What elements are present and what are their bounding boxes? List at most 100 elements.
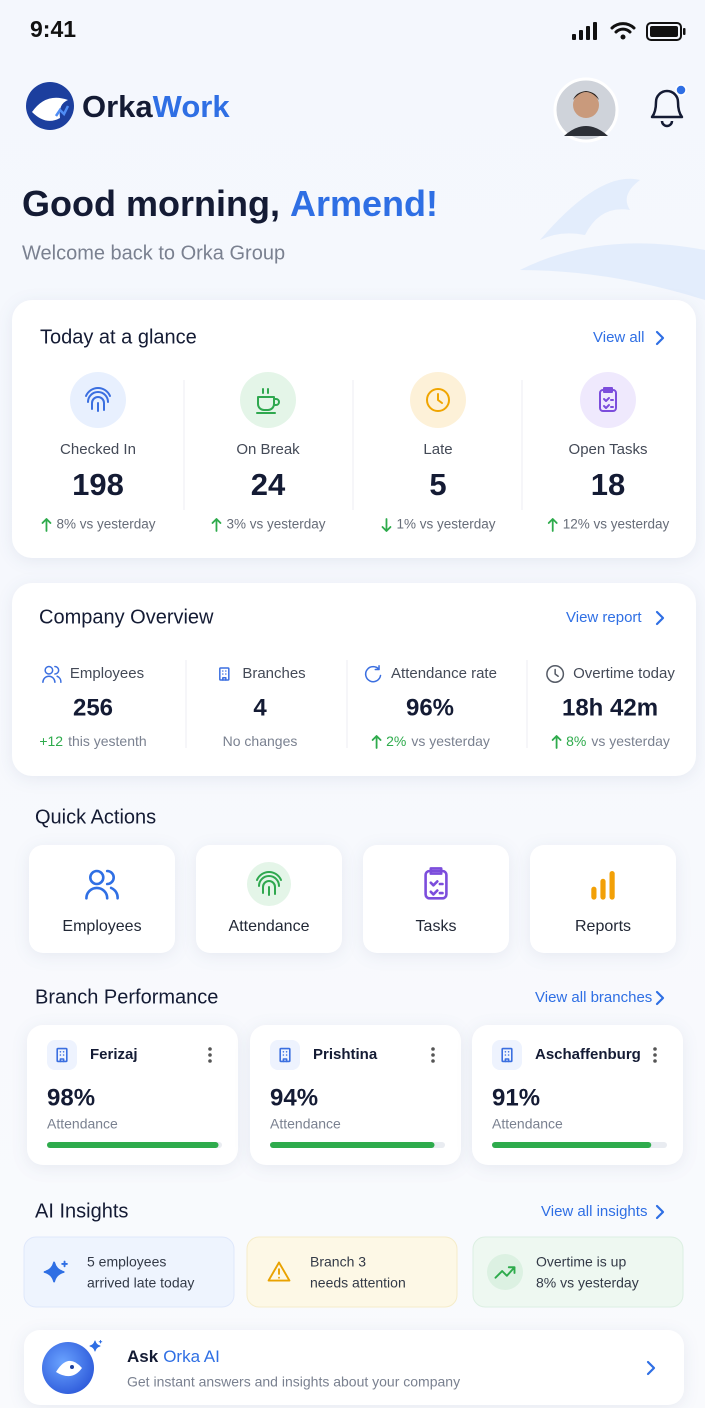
icon-stroke	[85, 869, 119, 900]
view-branches-link[interactable]: View all branches	[535, 989, 652, 1006]
stat-change: 3% vs yesterday	[226, 517, 325, 532]
stat-icon-bg	[240, 372, 296, 428]
menu-dot	[653, 1059, 657, 1063]
menu-dot	[653, 1053, 657, 1057]
icon-stroke	[282, 1050, 288, 1063]
branch-card[interactable]	[27, 1025, 238, 1165]
icon-stroke	[424, 869, 448, 900]
icon-stroke	[85, 387, 111, 412]
icon	[267, 1261, 291, 1282]
branch-percent: 94%	[270, 1084, 318, 1111]
overview-change: 2%	[386, 733, 406, 749]
icon-stroke	[256, 871, 282, 896]
icon-stroke	[437, 393, 443, 404]
icon	[364, 665, 382, 683]
menu-dot	[431, 1059, 435, 1063]
quick-action-label: Employees	[62, 918, 141, 935]
overview-note-text: No changes	[223, 733, 298, 749]
notification-bell[interactable]	[650, 84, 687, 128]
subtitle: Welcome back to Orka Group	[22, 242, 285, 264]
avatar[interactable]	[553, 77, 619, 143]
arrow-up	[547, 518, 558, 532]
insight-text: 5 employees	[87, 1254, 166, 1270]
ask-ai-card[interactable]	[24, 1330, 684, 1405]
icon	[85, 387, 111, 412]
icon-stroke	[59, 1050, 65, 1063]
icon-stroke	[603, 387, 614, 409]
icon-stroke	[599, 389, 617, 412]
section-title: Branch Performance	[35, 986, 218, 1008]
overview-change: +12	[39, 733, 63, 749]
menu-dot	[431, 1047, 435, 1051]
overview-note-text: vs yesterday	[591, 733, 670, 749]
icon-stroke	[364, 665, 382, 683]
icon-stroke	[429, 867, 444, 896]
branch-metric: Attendance	[47, 1116, 118, 1132]
menu-dot	[208, 1053, 212, 1057]
view-all-link[interactable]: View all	[593, 329, 644, 346]
insight-card[interactable]	[23, 1236, 235, 1308]
insight-card[interactable]	[472, 1236, 684, 1308]
chevron	[655, 990, 665, 1006]
branch-metric: Attendance	[492, 1116, 563, 1132]
ai-eye	[70, 1365, 74, 1369]
insight-card[interactable]	[246, 1236, 458, 1308]
chevron	[655, 610, 665, 626]
overview-label: Branches	[242, 665, 305, 682]
branch-card[interactable]	[472, 1025, 683, 1165]
icon-stroke	[89, 1340, 103, 1352]
overview-note-text: vs yesterday	[411, 733, 490, 749]
ai-face	[56, 1360, 82, 1377]
chevron	[646, 1360, 656, 1376]
icon	[501, 1047, 513, 1063]
icon	[256, 388, 280, 414]
overview-value: 96%	[406, 694, 454, 721]
icon-stroke	[504, 1050, 510, 1063]
section-title: Company Overview	[39, 606, 214, 628]
overview-label: Employees	[70, 665, 144, 682]
branch-percent: 98%	[47, 1084, 95, 1111]
stat-label: Checked In	[60, 441, 136, 458]
insight-text: Branch 3	[310, 1254, 366, 1270]
icon-stroke	[546, 665, 565, 683]
branch-card[interactable]	[250, 1025, 461, 1165]
ask-name: Orka AI	[163, 1347, 220, 1366]
chevron	[655, 330, 665, 346]
quick-action-tile[interactable]	[29, 845, 175, 953]
menu-dot	[431, 1053, 435, 1057]
view-report-link[interactable]: View report	[566, 609, 642, 626]
view-insights-link[interactable]: View all insights	[541, 1203, 647, 1220]
icon-stroke	[279, 1047, 291, 1063]
quick-action-label: Attendance	[229, 918, 310, 935]
overview-value: 256	[73, 694, 113, 721]
icon	[42, 665, 62, 683]
overview-change: 8%	[566, 733, 586, 749]
menu-dot	[208, 1059, 212, 1063]
glance-card	[12, 300, 696, 558]
brand-accent: Work	[153, 89, 231, 124]
arrow-up	[371, 735, 382, 749]
stat-change: 12% vs yesterday	[563, 517, 670, 532]
icon-bar	[609, 871, 615, 900]
stat-label: On Break	[236, 441, 300, 458]
branch-icon-bg	[270, 1040, 300, 1070]
arrow-down	[381, 518, 392, 532]
brand-name: OrkaWork	[82, 89, 230, 124]
icon	[494, 1266, 516, 1279]
branch-percent: 91%	[492, 1084, 540, 1111]
icon-bg	[487, 1254, 523, 1290]
branch-icon-bg	[492, 1040, 522, 1070]
branch-name: Prishtina	[313, 1046, 378, 1063]
overview-note: 2% vs yesterday	[386, 733, 490, 749]
user-name: Armend!	[290, 183, 438, 224]
insight-text: needs attention	[310, 1275, 406, 1291]
arrow-up	[551, 735, 562, 749]
stat-label: Open Tasks	[569, 441, 648, 458]
progress-bar	[270, 1142, 435, 1148]
menu-dot	[653, 1047, 657, 1051]
icon-stroke	[219, 667, 230, 681]
greeting-text: Good morning,	[22, 183, 280, 224]
stat-value: 24	[251, 467, 286, 502]
icon	[85, 869, 119, 900]
